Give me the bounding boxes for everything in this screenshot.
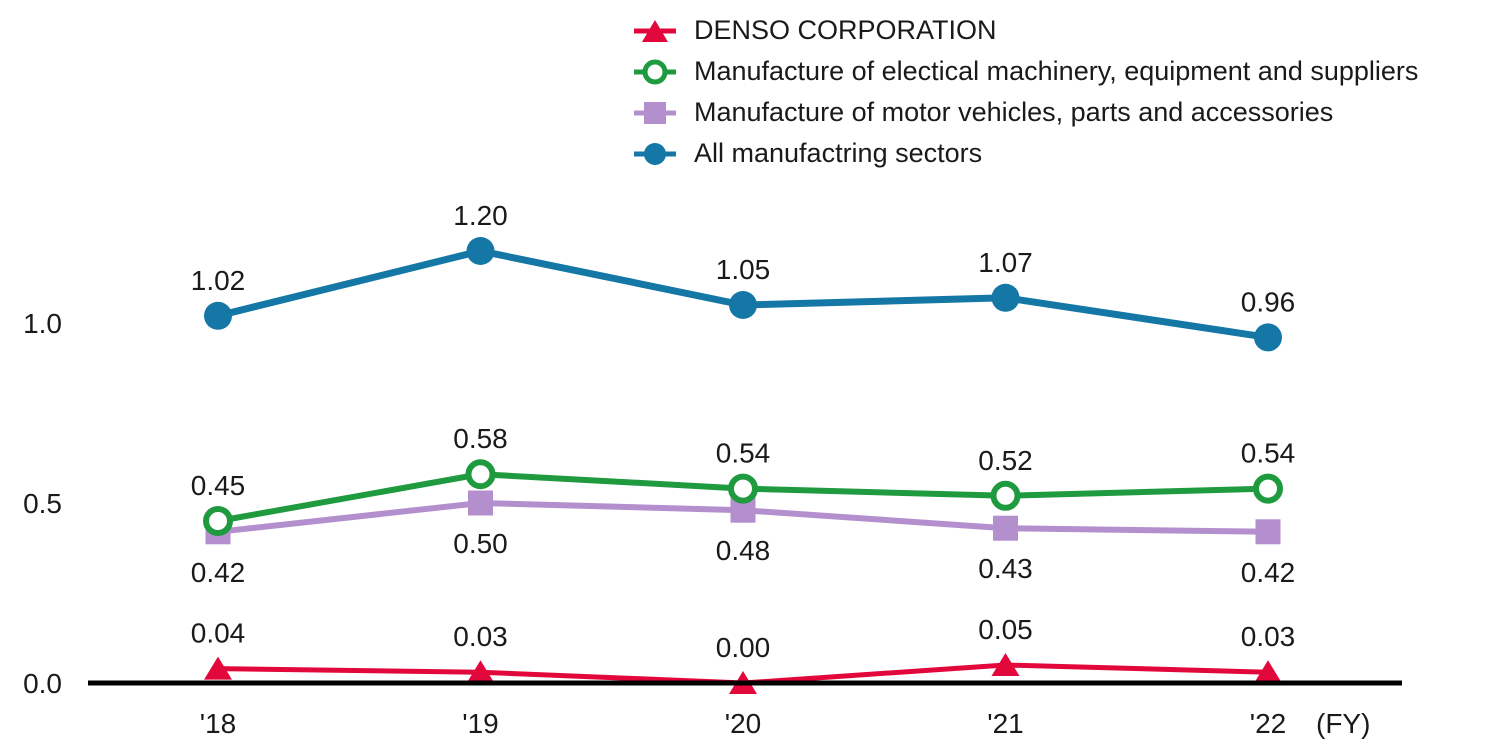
square-legend-icon <box>634 101 676 124</box>
value-label: 0.52 <box>978 445 1033 476</box>
open-circle-marker <box>1253 473 1283 504</box>
square-marker <box>1255 519 1281 545</box>
value-label: 0.05 <box>978 614 1033 645</box>
triangle-marker <box>991 653 1020 676</box>
open-circle-marker <box>465 459 496 490</box>
legend-label: DENSO CORPORATION <box>694 15 997 45</box>
x-axis-label: '19 <box>462 708 499 739</box>
chart-legend: DENSO CORPORATION Manufacture of electica… <box>632 10 1418 174</box>
circle-marker <box>204 301 232 330</box>
value-label: 0.03 <box>453 621 508 652</box>
square-marker <box>993 515 1018 541</box>
circle-legend-icon <box>634 142 676 165</box>
open-circle-marker <box>728 473 758 504</box>
value-label: 0.03 <box>1241 621 1296 652</box>
value-label: 0.58 <box>453 423 508 454</box>
legend-item-2: Manufacture of electical machinery, equi… <box>632 51 1418 92</box>
y-tick-label: 1.0 <box>23 308 62 339</box>
value-label: 1.05 <box>716 254 771 285</box>
value-label: 0.00 <box>716 632 771 663</box>
value-label: 0.43 <box>978 553 1033 584</box>
value-label: 0.50 <box>453 528 508 559</box>
legend-label: Manufacture of electical machinery, equi… <box>694 56 1419 86</box>
y-tick-label: 0.0 <box>23 668 62 699</box>
triangle-marker <box>1254 660 1282 684</box>
value-label: 0.04 <box>191 618 246 649</box>
value-label: 1.02 <box>191 265 246 296</box>
triangle-legend-icon <box>634 19 676 42</box>
value-label: 0.48 <box>716 535 771 566</box>
circle-marker <box>1254 323 1282 352</box>
value-label: 0.42 <box>1241 557 1296 588</box>
legend-item-3: Manufacture of motor vehicles, parts and… <box>632 92 1418 133</box>
value-label: 0.54 <box>1241 438 1296 469</box>
value-label: 0.42 <box>191 557 246 588</box>
x-axis-unit-label: (FY) <box>1316 708 1370 739</box>
circle-marker <box>991 283 1020 312</box>
circle-marker <box>729 291 757 319</box>
legend-item-4: All manufactring sectors <box>632 133 1418 174</box>
y-tick-label: 0.5 <box>23 488 62 519</box>
open-circle-marker <box>203 506 233 536</box>
x-axis-label: '18 <box>200 708 237 739</box>
circle-marker <box>466 237 495 265</box>
legend-item-1: DENSO CORPORATION <box>632 10 1418 51</box>
open-circle-legend-icon <box>634 59 676 84</box>
value-label: 0.54 <box>716 438 771 469</box>
legend-label: Manufacture of motor vehicles, parts and… <box>694 97 1334 127</box>
x-axis-label: '21 <box>987 708 1024 739</box>
value-label: 0.96 <box>1241 286 1296 317</box>
open-circle-marker <box>990 480 1021 511</box>
square-marker <box>468 490 493 516</box>
triangle-marker <box>466 660 495 684</box>
legend-label: All manufactring sectors <box>694 138 983 168</box>
triangle-marker <box>204 656 232 680</box>
x-axis-label: '22 <box>1250 708 1287 739</box>
value-label: 1.07 <box>978 247 1033 278</box>
value-label: 0.45 <box>191 470 246 501</box>
value-label: 1.20 <box>453 200 508 231</box>
x-axis-label: '20 <box>725 708 762 739</box>
